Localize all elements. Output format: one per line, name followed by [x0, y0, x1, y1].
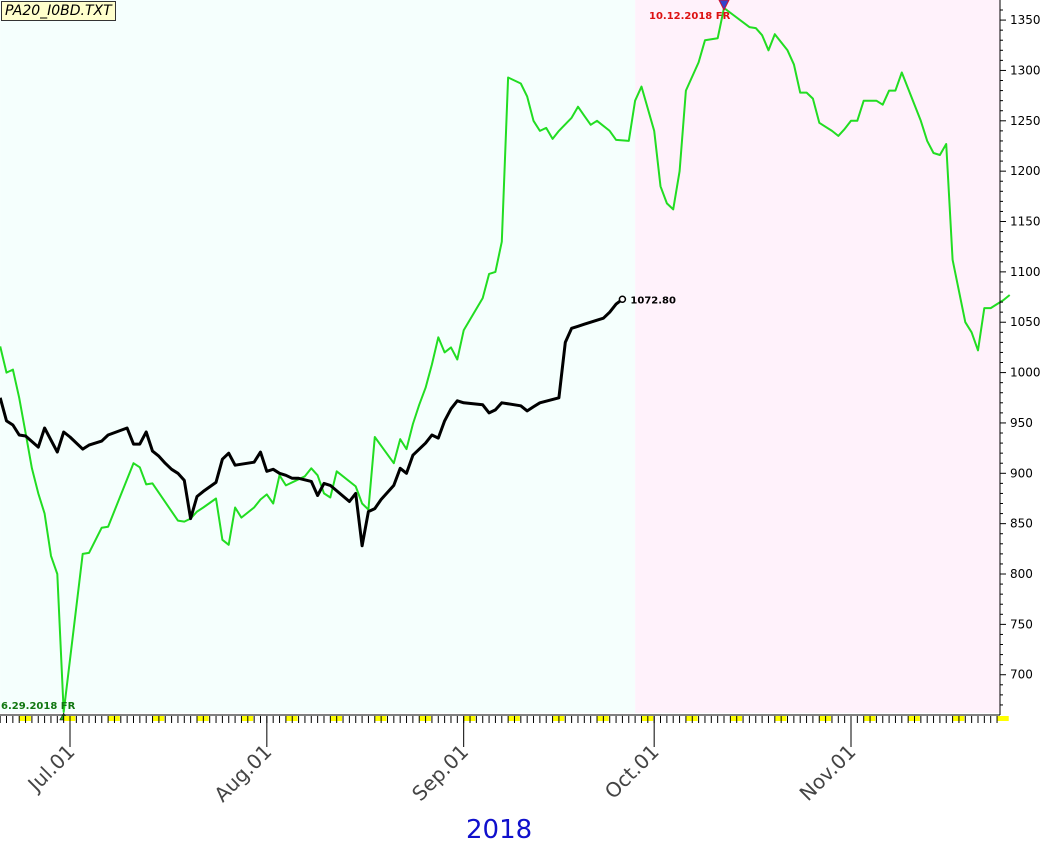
last-value-label: 1072.80: [630, 295, 676, 306]
y-tick-label: 800: [1010, 567, 1033, 581]
weekend-marker: [863, 716, 876, 721]
y-tick-label: 1150: [1010, 215, 1041, 229]
y-tick-label: 1350: [1010, 13, 1041, 27]
weekend-marker: [374, 716, 387, 721]
series-lines: [0, 7, 1011, 713]
y-tick-label: 1050: [1010, 315, 1041, 329]
last-value-dot: [618, 295, 627, 304]
weekend-marker: [419, 716, 431, 721]
series-line-2: [0, 298, 624, 548]
file-name-label: PA20_I0BD.TXT: [1, 1, 116, 21]
y-tick-label: 700: [1010, 668, 1033, 682]
y-tick-label: 900: [1010, 466, 1033, 480]
low-marker-label: 6.29.2018 FR: [1, 701, 76, 712]
x-tick-label: Nov.01: [795, 740, 861, 806]
x-tick-label: Aug.01: [209, 740, 276, 807]
weekend-marker: [774, 716, 787, 721]
x-tick-label: Jul.01: [22, 740, 80, 798]
y-tick-label: 1300: [1010, 63, 1041, 77]
shaded-regions: [0, 0, 1000, 713]
y-tick-label: 1250: [1010, 114, 1041, 128]
x-tick-label: Oct.01: [600, 740, 664, 804]
weekend-marker: [730, 716, 743, 721]
y-tick-label: 950: [1010, 416, 1033, 430]
weekend-marker: [685, 716, 698, 721]
y-tick-label: 1000: [1010, 366, 1041, 380]
shaded-region-2: [635, 0, 1000, 713]
weekend-marker: [997, 716, 1009, 721]
shaded-region-1: [0, 0, 635, 713]
y-tick-label: 750: [1010, 617, 1033, 631]
y-tick-label: 1100: [1010, 265, 1041, 279]
high-marker-triangle: [718, 0, 730, 12]
year-label: 2018: [466, 815, 533, 845]
high-marker-label: 10.12.2018 FR: [649, 11, 731, 22]
x-tick-label: Sep.01: [407, 740, 473, 806]
weekend-marker: [819, 716, 831, 721]
y-tick-label: 1200: [1010, 164, 1041, 178]
y-tick-label: 850: [1010, 517, 1033, 531]
